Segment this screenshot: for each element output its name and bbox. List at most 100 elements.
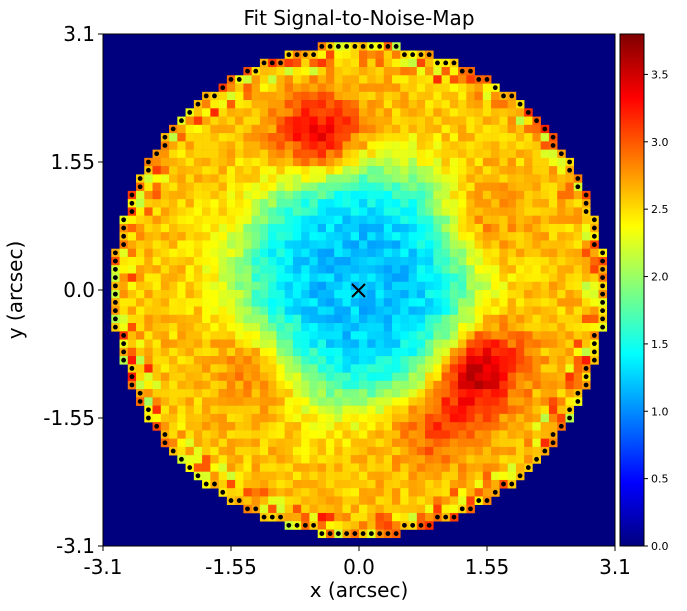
mask-boundary-dot bbox=[344, 43, 350, 49]
heatmap-cell bbox=[193, 314, 203, 324]
heatmap-cell bbox=[482, 290, 492, 299]
heatmap-cell bbox=[392, 479, 401, 489]
heatmap-cell bbox=[441, 248, 451, 258]
heatmap-cell bbox=[160, 256, 170, 266]
heatmap-cell bbox=[392, 240, 401, 250]
heatmap-cell bbox=[193, 223, 203, 233]
mask-boundary-dot bbox=[146, 167, 151, 173]
heatmap-cell bbox=[210, 207, 219, 216]
heatmap-cell bbox=[160, 290, 170, 299]
heatmap-cell bbox=[416, 298, 426, 307]
heatmap-cell bbox=[177, 430, 186, 439]
heatmap-cell bbox=[491, 215, 500, 225]
heatmap-cell bbox=[226, 479, 236, 489]
heatmap-cell bbox=[334, 455, 343, 464]
heatmap-cell bbox=[532, 281, 541, 291]
heatmap-cell bbox=[202, 190, 211, 200]
heatmap-cell bbox=[474, 232, 484, 241]
heatmap-cell bbox=[565, 256, 575, 266]
heatmap-cell bbox=[400, 488, 409, 497]
heatmap-cell bbox=[243, 438, 252, 448]
heatmap-cell bbox=[325, 298, 335, 307]
heatmap-cell bbox=[507, 182, 517, 192]
heatmap-cell bbox=[532, 298, 541, 307]
heatmap-cell bbox=[152, 314, 162, 324]
heatmap-cell bbox=[202, 174, 211, 183]
heatmap-cell bbox=[408, 149, 418, 159]
heatmap-cell bbox=[540, 232, 550, 241]
heatmap-cell bbox=[590, 248, 599, 258]
heatmap-cell bbox=[226, 190, 236, 200]
heatmap-cell bbox=[317, 91, 327, 101]
heatmap-cell bbox=[548, 166, 558, 175]
heatmap-cell bbox=[581, 347, 591, 357]
heatmap-cell bbox=[169, 397, 178, 406]
heatmap-cell bbox=[251, 256, 261, 266]
heatmap-cell bbox=[375, 397, 385, 406]
heatmap-cell bbox=[210, 290, 219, 299]
heatmap-cell bbox=[425, 265, 434, 274]
heatmap-cell bbox=[532, 240, 541, 250]
heatmap-cell bbox=[226, 265, 236, 274]
heatmap-cell bbox=[491, 471, 500, 481]
heatmap-cell bbox=[548, 356, 558, 365]
heatmap-cell bbox=[359, 347, 368, 357]
heatmap-cell bbox=[400, 91, 409, 101]
heatmap-cell bbox=[144, 281, 153, 291]
heatmap-cell bbox=[367, 141, 376, 150]
heatmap-cell bbox=[284, 323, 294, 332]
heatmap-cell bbox=[474, 488, 484, 497]
heatmap-cell bbox=[325, 496, 335, 506]
mask-boundary-dot bbox=[294, 522, 300, 528]
heatmap-cell bbox=[565, 364, 575, 373]
x-tick-label: 3.1 bbox=[599, 555, 631, 579]
heatmap-cell bbox=[342, 199, 352, 208]
heatmap-cell bbox=[441, 100, 451, 109]
heatmap-cell bbox=[136, 232, 145, 241]
heatmap-cell bbox=[235, 83, 244, 93]
heatmap-cell bbox=[540, 397, 550, 406]
heatmap-cell bbox=[540, 133, 550, 142]
heatmap-cell bbox=[458, 256, 467, 266]
heatmap-cell bbox=[400, 83, 409, 93]
heatmap-cell bbox=[359, 397, 368, 406]
mask-boundary-dot bbox=[393, 531, 399, 537]
heatmap-cell bbox=[202, 306, 211, 316]
heatmap-cell bbox=[235, 223, 244, 233]
heatmap-cell bbox=[259, 471, 269, 481]
heatmap-cell bbox=[169, 190, 178, 200]
mask-boundary-dot bbox=[179, 118, 184, 124]
heatmap-cell bbox=[210, 248, 219, 258]
heatmap-cell bbox=[416, 347, 426, 357]
heatmap-cell bbox=[202, 463, 211, 472]
heatmap-cell bbox=[433, 100, 442, 109]
heatmap-cell bbox=[218, 380, 228, 390]
heatmap-cell bbox=[474, 215, 484, 225]
heatmap-cell bbox=[359, 248, 368, 258]
heatmap-cell bbox=[317, 479, 327, 489]
heatmap-cell bbox=[458, 446, 467, 456]
heatmap-cell bbox=[119, 281, 129, 291]
mask-boundary-dot bbox=[600, 299, 606, 305]
heatmap-cell bbox=[507, 471, 517, 481]
heatmap-cell bbox=[474, 306, 484, 316]
heatmap-cell bbox=[152, 207, 162, 216]
heatmap-cell bbox=[317, 157, 327, 167]
heatmap-cell bbox=[466, 339, 475, 349]
heatmap-cell bbox=[218, 455, 228, 464]
mask-boundary-dot bbox=[121, 333, 127, 338]
heatmap-cell bbox=[416, 405, 426, 415]
heatmap-cell bbox=[284, 215, 294, 225]
mask-boundary-dot bbox=[269, 60, 275, 66]
heatmap-cell bbox=[292, 149, 302, 159]
heatmap-cell bbox=[474, 463, 484, 472]
heatmap-cell bbox=[499, 364, 508, 373]
heatmap-cell bbox=[177, 215, 186, 225]
heatmap-cell bbox=[557, 281, 566, 291]
heatmap-cell bbox=[375, 166, 385, 175]
heatmap-cell bbox=[491, 174, 500, 183]
heatmap-cell bbox=[482, 281, 492, 291]
heatmap-cell bbox=[193, 323, 203, 332]
heatmap-cell bbox=[193, 108, 203, 117]
heatmap-cell bbox=[334, 223, 343, 233]
